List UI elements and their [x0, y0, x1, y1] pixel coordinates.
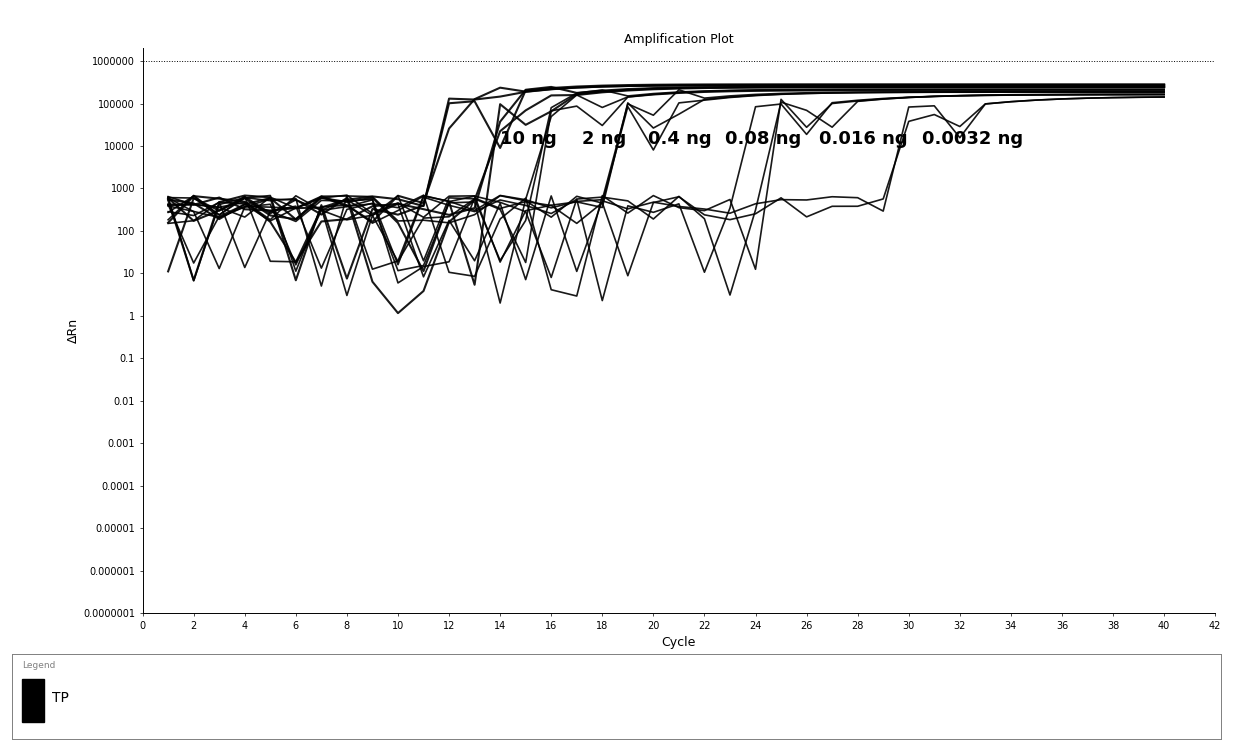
Text: TP: TP	[52, 691, 69, 705]
Y-axis label: ΔRn: ΔRn	[67, 318, 81, 343]
X-axis label: Cycle: Cycle	[662, 636, 696, 649]
Text: 0.0032 ng: 0.0032 ng	[921, 129, 1023, 148]
Text: 10 ng: 10 ng	[500, 129, 557, 148]
Bar	[22, 679, 43, 722]
Text: 2 ng: 2 ng	[582, 129, 626, 148]
Title: Amplification Plot: Amplification Plot	[624, 33, 734, 46]
Text: 0.08 ng: 0.08 ng	[725, 129, 801, 148]
Text: 0.016 ng: 0.016 ng	[820, 129, 908, 148]
Text: 0.4 ng: 0.4 ng	[649, 129, 712, 148]
Text: Legend: Legend	[22, 661, 56, 669]
